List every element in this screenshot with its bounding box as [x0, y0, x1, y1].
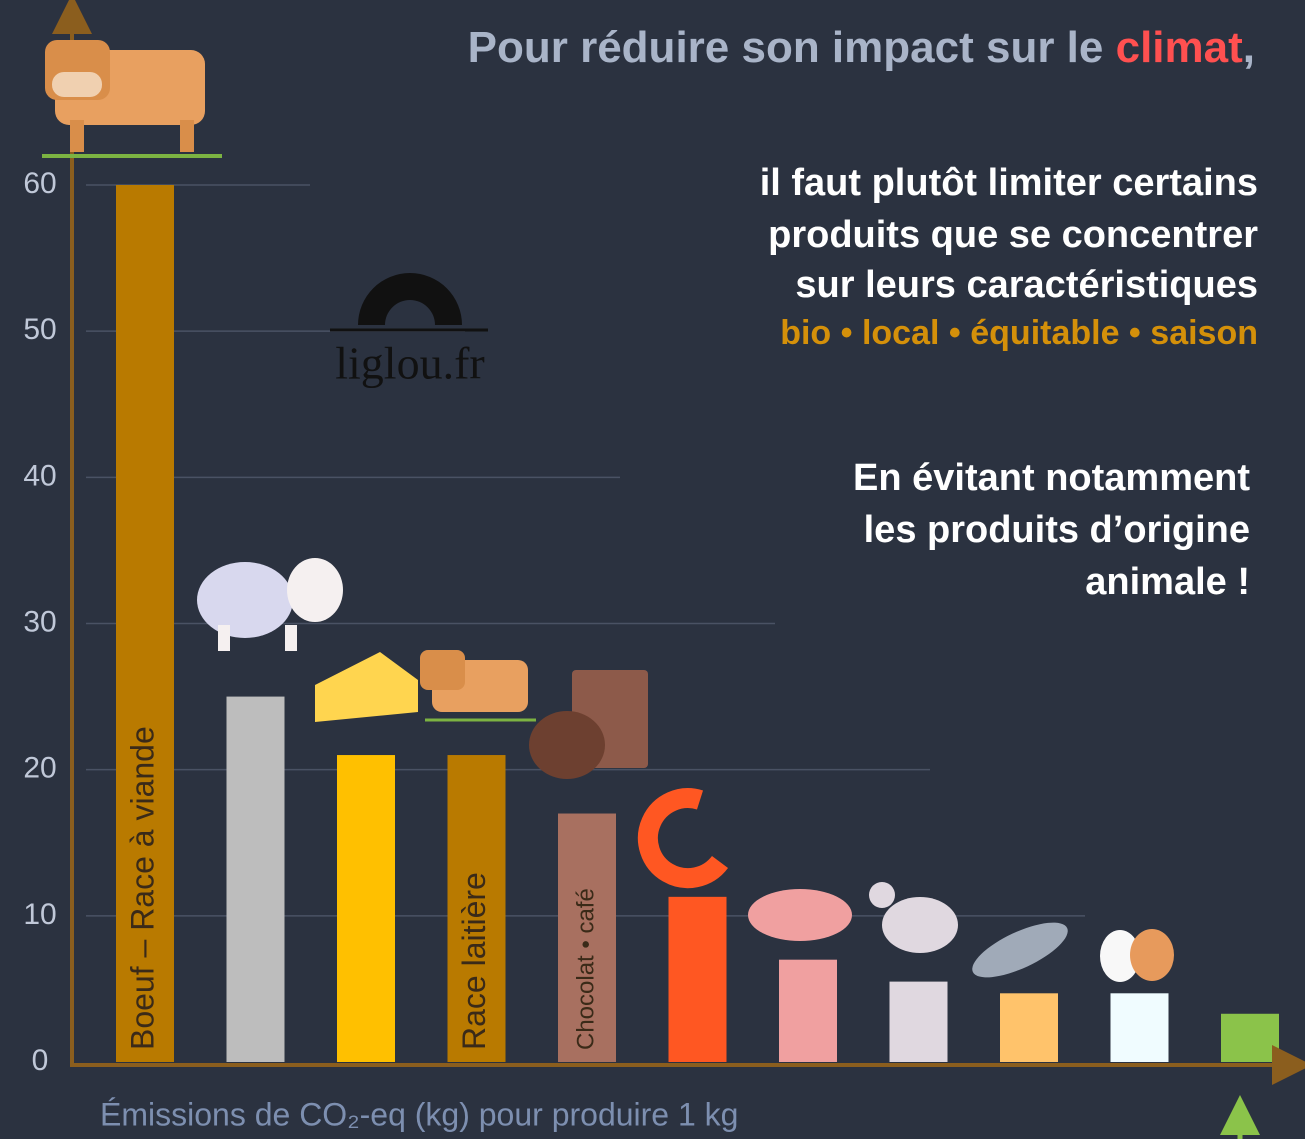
y-tick-label: 10	[23, 898, 56, 931]
note: animale !	[1085, 561, 1250, 603]
title-highlight: climat	[1116, 23, 1244, 72]
bars	[116, 185, 1279, 1062]
bar	[337, 755, 395, 1062]
logo-text: liglou.fr	[335, 338, 484, 389]
icons	[42, 40, 1174, 982]
bar	[226, 696, 285, 1062]
bar	[447, 755, 506, 1062]
logo: liglou.fr	[330, 273, 488, 389]
bar	[779, 959, 837, 1062]
title-end: ,	[1243, 23, 1255, 72]
bar	[1000, 993, 1058, 1062]
y-tick-label: 30	[23, 605, 56, 638]
bar	[668, 896, 727, 1062]
note: En évitant notamment	[853, 457, 1250, 499]
tags: bio • local • équitable • saison	[780, 314, 1258, 352]
y-tick-label: 0	[32, 1044, 49, 1077]
subtitle: sur leurs caractéristiques	[795, 264, 1258, 306]
subtitle: il faut plutôt limiter certains	[760, 162, 1258, 204]
bar	[889, 981, 948, 1062]
y-tick-label: 50	[23, 313, 56, 346]
y-tick-label: 20	[23, 752, 56, 785]
title: Pour réduire son impact sur le climat,	[468, 23, 1255, 72]
bar	[1221, 1013, 1279, 1062]
y-tick-label: 40	[23, 459, 56, 492]
note: les produits d’origine	[864, 509, 1250, 551]
bar	[558, 813, 616, 1062]
bar-label: Chocolat • café	[572, 888, 599, 1050]
bar	[116, 185, 174, 1062]
x-axis-label: Émissions de CO₂-eq (kg) pour produire 1…	[100, 1096, 738, 1132]
bar-label: Race laitière	[456, 872, 492, 1050]
y-tick-label: 60	[23, 167, 56, 200]
bar	[1110, 993, 1169, 1062]
bar-label: Boeuf – Race à viande	[124, 726, 160, 1050]
title-text: Pour réduire son impact sur le	[468, 23, 1116, 72]
subtitle: produits que se concentrer	[768, 214, 1258, 256]
